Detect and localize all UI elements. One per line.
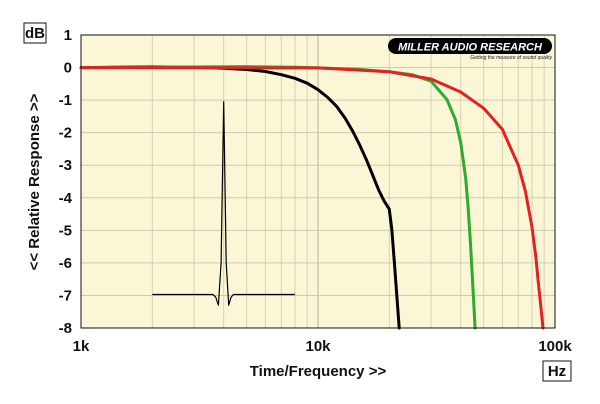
y-tick-label: -1 [59, 92, 72, 109]
y-axis-label: << Relative Response >> [26, 93, 43, 270]
impulse-trace [152, 101, 295, 306]
y-tick-label: -5 [59, 222, 72, 239]
y-tick-label: 0 [64, 60, 72, 77]
brand-logo-background [388, 38, 552, 54]
y-tick-label: 1 [64, 27, 72, 44]
x-tick-labels: 1k 10k 100k [73, 338, 573, 355]
impulse-inset [152, 101, 295, 306]
plot-frame [80, 34, 556, 329]
y-tick-labels: 1 0 -1 -2 -3 -4 -5 -6 -7 -8 [59, 27, 73, 337]
x-unit-label: Hz [548, 363, 566, 380]
x-tick-label: 100k [538, 338, 572, 355]
brand-logo: MILLER AUDIO RESEARCH Getting the measur… [388, 38, 552, 61]
grid [81, 35, 555, 328]
y-tick-label: -3 [59, 157, 72, 174]
x-tick-label: 1k [73, 338, 90, 355]
y-unit-label: dB [25, 25, 45, 42]
y-unit-box [23, 22, 47, 44]
series-line-3 [79, 66, 545, 330]
brand-name: MILLER AUDIO RESEARCH [398, 42, 543, 54]
y-tick-label: -8 [59, 320, 72, 337]
x-unit-box [542, 360, 572, 382]
brand-tagline: Getting the measure of sound quality [470, 55, 552, 61]
x-axis-label: Time/Frequency >> [250, 363, 387, 380]
x-tick-label: 10k [305, 338, 331, 355]
y-tick-label: -7 [59, 287, 72, 304]
series-layer [79, 65, 545, 330]
y-tick-label: -2 [59, 125, 72, 142]
y-tick-label: -4 [59, 190, 73, 207]
y-tick-label: -6 [59, 255, 72, 272]
